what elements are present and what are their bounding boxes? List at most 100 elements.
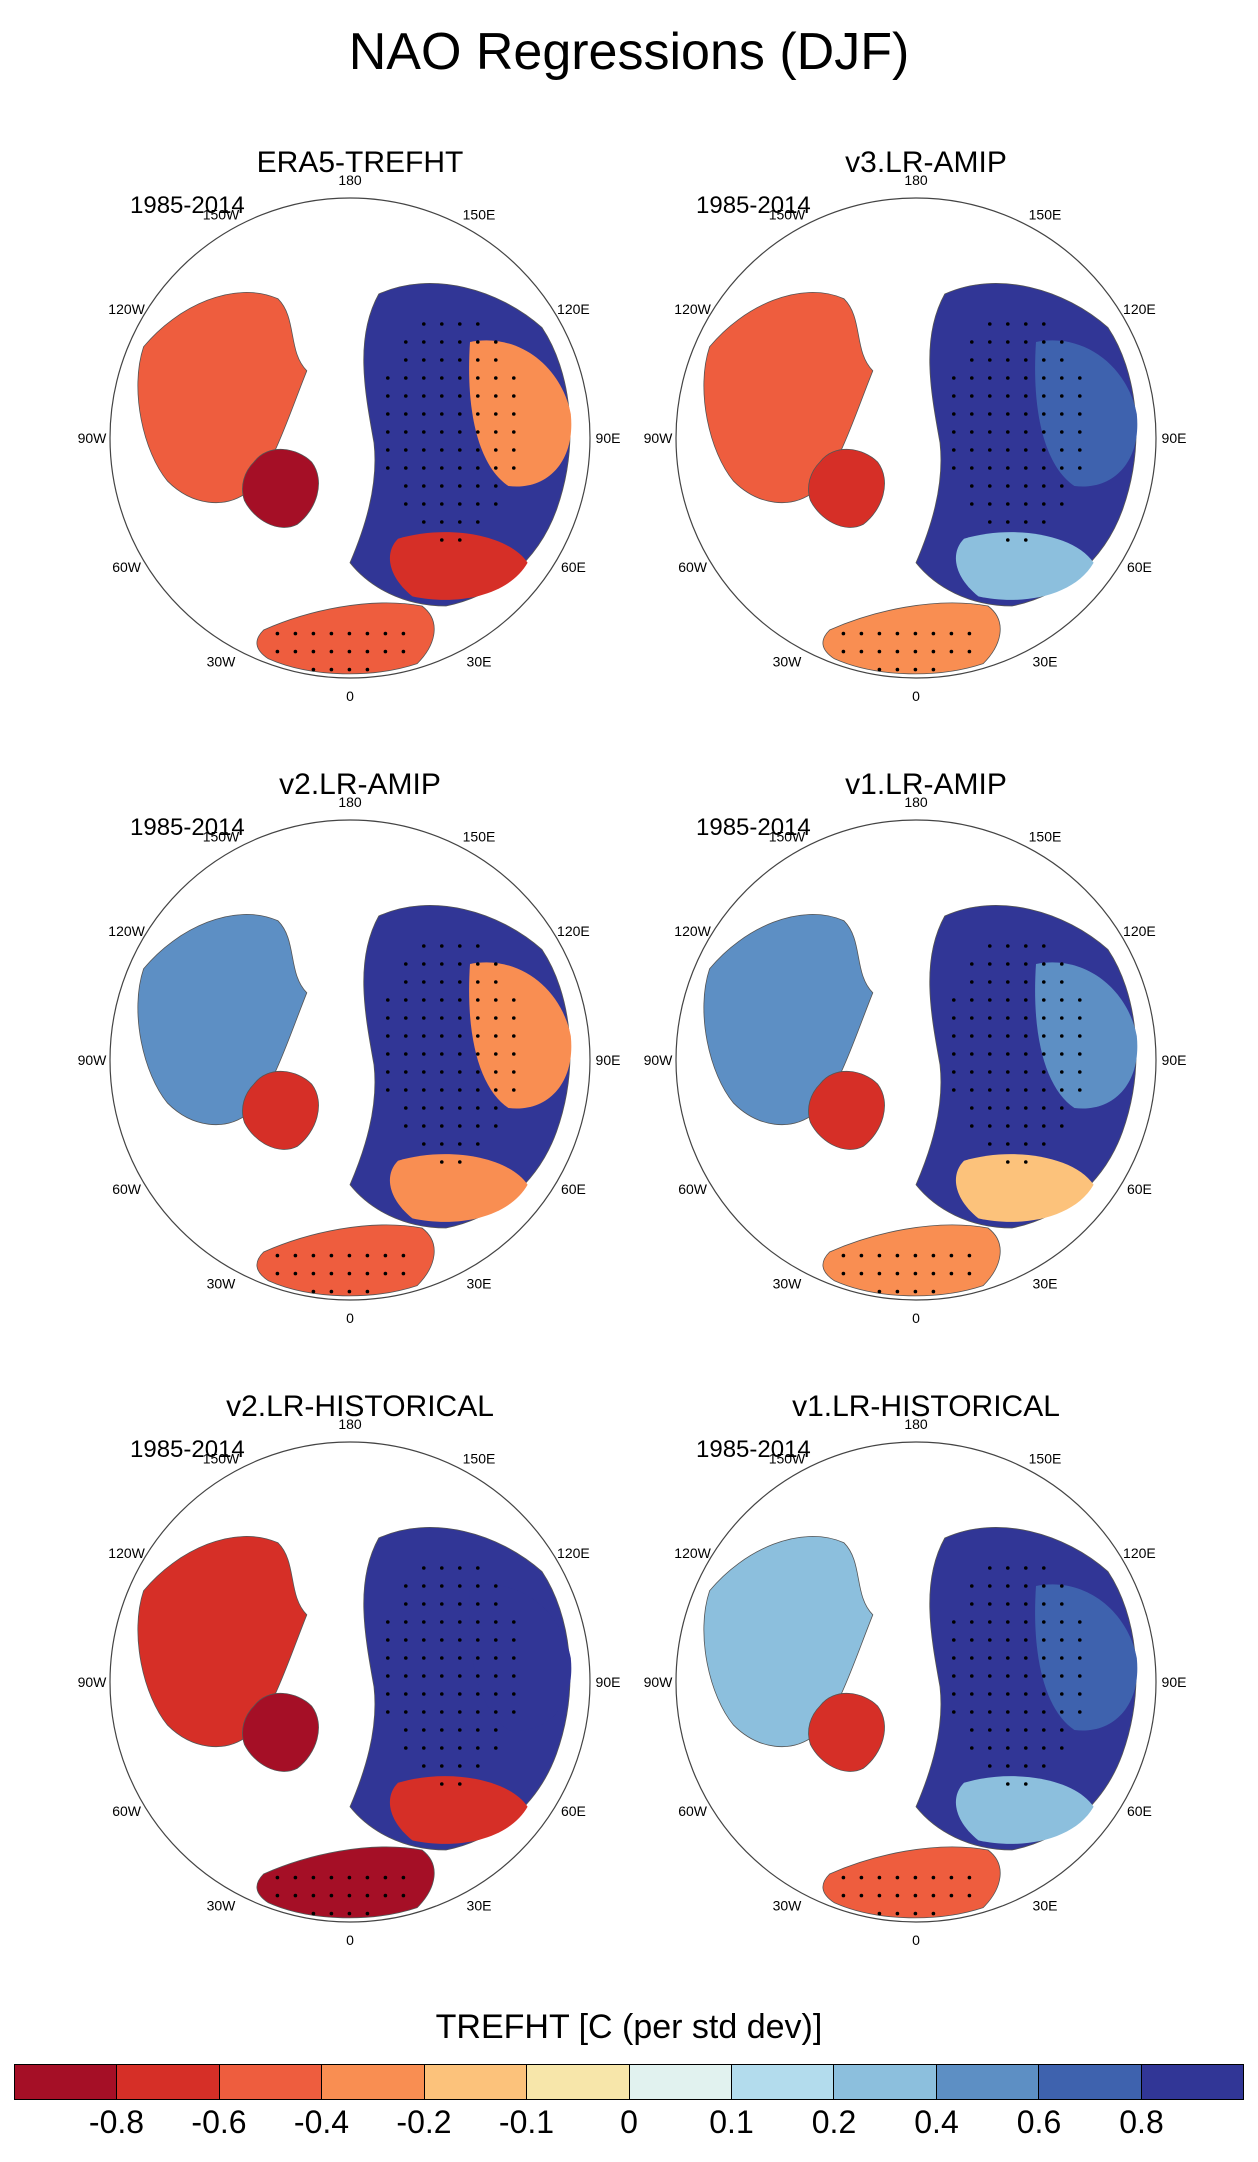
colorbar-tick-label: -0.4 bbox=[293, 2104, 350, 2140]
longitude-label: 90E bbox=[596, 1674, 621, 1690]
longitude-label: 120W bbox=[108, 301, 145, 317]
significance-stippling bbox=[386, 322, 516, 542]
period-label: 1985-2014 bbox=[130, 814, 245, 841]
longitude-label: 150E bbox=[1029, 829, 1062, 845]
map-panel: v2.LR-AMIP 1985-2014 180 150E 120E 90E 60E 30E 0… bbox=[78, 768, 640, 1328]
panel-title: v2.LR-AMIP bbox=[279, 768, 441, 801]
region-north-africa bbox=[822, 602, 1001, 675]
map-boundary bbox=[109, 1441, 591, 1923]
longitude-label: 60E bbox=[561, 1803, 586, 1819]
colorbar-segment bbox=[834, 2065, 937, 2099]
colorbar-segment bbox=[1141, 2065, 1244, 2099]
polar-map: 180 150E 120E 90E 60E 30E 0 30W 60W 90W 120W 150W bbox=[644, 1416, 1187, 1948]
longitude-label: 60W bbox=[112, 559, 142, 575]
region-mediterranean bbox=[389, 532, 528, 600]
longitude-label: 90W bbox=[78, 1674, 108, 1690]
longitude-label: 90W bbox=[644, 1052, 674, 1068]
longitude-label: 120W bbox=[108, 923, 145, 939]
longitude-label: 60W bbox=[112, 1803, 142, 1819]
region-north-america bbox=[703, 292, 874, 504]
region-north-america bbox=[137, 914, 308, 1126]
colorbar-segment bbox=[117, 2065, 220, 2099]
period-label: 1985-2014 bbox=[130, 1436, 245, 1463]
map-boundary bbox=[675, 197, 1157, 679]
longitude-label: 0 bbox=[346, 1932, 354, 1948]
region-mediterranean bbox=[955, 1776, 1094, 1844]
colorbar-segment bbox=[322, 2065, 425, 2099]
longitude-label: 90W bbox=[644, 430, 674, 446]
region-north-africa bbox=[256, 1846, 435, 1919]
panel-title: v1.LR-AMIP bbox=[845, 768, 1007, 801]
longitude-label: 0 bbox=[346, 688, 354, 704]
map-panel: v2.LR-HISTORICAL 1985-2014 180 150E 120E 90E 6… bbox=[78, 1390, 640, 1950]
longitude-label: 90W bbox=[78, 430, 108, 446]
significance-stippling bbox=[841, 1253, 972, 1294]
map-panel: v3.LR-AMIP 1985-2014 180 150E 120E 90E 60E 30E 0… bbox=[644, 146, 1206, 706]
colorbar-tick-label: 0.4 bbox=[914, 2104, 959, 2140]
longitude-label: 150E bbox=[463, 207, 496, 223]
longitude-label: 120E bbox=[1123, 1545, 1156, 1561]
colorbar-tick-label: 0 bbox=[620, 2104, 638, 2140]
region-north-africa bbox=[822, 1846, 1001, 1919]
figure-title: NAO Regressions (DJF) bbox=[348, 23, 910, 81]
longitude-label: 30E bbox=[467, 1897, 492, 1913]
polar-map: 180 150E 120E 90E 60E 30E 0 30W 60W 90W 120W 150W bbox=[644, 794, 1187, 1326]
longitude-label: 30E bbox=[467, 653, 492, 669]
region-mediterranean bbox=[389, 1154, 528, 1222]
polar-map: 180 150E 120E 90E 60E 30E 0 30W 60W 90W 120W 150W bbox=[644, 172, 1187, 704]
colorbar-segment bbox=[219, 2065, 323, 2099]
map-boundary bbox=[109, 197, 591, 679]
map-boundary bbox=[675, 819, 1157, 1301]
longitude-label: 180 bbox=[338, 1416, 362, 1432]
longitude-label: 0 bbox=[912, 1310, 920, 1326]
period-label: 1985-2014 bbox=[696, 192, 811, 219]
colorbar bbox=[14, 2064, 1244, 2100]
significance-stippling bbox=[952, 322, 1082, 542]
map-panel: ERA5-TREFHT 1985-2014 180 150E 120E 90E 60E 30E… bbox=[78, 146, 640, 706]
longitude-label: 30W bbox=[773, 1897, 803, 1913]
colorbar-tick-label: -0.1 bbox=[498, 2104, 555, 2140]
region-north-africa bbox=[256, 1224, 435, 1297]
region-greenland bbox=[808, 1692, 885, 1772]
significance-stippling bbox=[952, 944, 1082, 1164]
significance-stippling bbox=[952, 1566, 1082, 1786]
colorbar-tick-label: 0.1 bbox=[709, 2104, 754, 2140]
panel-title: v3.LR-AMIP bbox=[845, 146, 1007, 179]
longitude-label: 60E bbox=[561, 559, 586, 575]
longitude-label: 180 bbox=[338, 172, 362, 188]
longitude-label: 60E bbox=[1127, 559, 1152, 575]
longitude-label: 120W bbox=[108, 1545, 145, 1561]
longitude-label: 90W bbox=[644, 1674, 674, 1690]
longitude-label: 0 bbox=[912, 688, 920, 704]
map-boundary bbox=[675, 1441, 1157, 1923]
longitude-label: 150E bbox=[463, 1451, 496, 1467]
longitude-label: 150W bbox=[203, 1451, 240, 1467]
longitude-label: 0 bbox=[912, 1932, 920, 1948]
significance-stippling bbox=[841, 1875, 972, 1916]
period-label: 1985-2014 bbox=[696, 814, 811, 841]
longitude-label: 150E bbox=[1029, 1451, 1062, 1467]
longitude-label: 120E bbox=[1123, 301, 1156, 317]
colorbar-segment bbox=[629, 2065, 732, 2099]
colorbar-segment bbox=[15, 2065, 118, 2099]
longitude-label: 120W bbox=[674, 923, 711, 939]
longitude-label: 180 bbox=[338, 794, 362, 810]
longitude-label: 60W bbox=[112, 1181, 142, 1197]
longitude-label: 90W bbox=[78, 1052, 108, 1068]
significance-stippling bbox=[275, 1875, 406, 1916]
region-mediterranean bbox=[389, 1776, 528, 1844]
region-north-america bbox=[137, 1536, 308, 1748]
longitude-label: 90E bbox=[596, 430, 621, 446]
longitude-label: 90E bbox=[596, 1052, 621, 1068]
colorbar-segment bbox=[731, 2065, 835, 2099]
panel-title: v1.LR-HISTORICAL bbox=[792, 1390, 1060, 1423]
period-label: 1985-2014 bbox=[130, 192, 245, 219]
longitude-label: 30W bbox=[207, 1275, 237, 1291]
region-mediterranean bbox=[955, 1154, 1094, 1222]
longitude-label: 120W bbox=[674, 301, 711, 317]
longitude-label: 150E bbox=[1029, 207, 1062, 223]
longitude-label: 90E bbox=[1162, 430, 1187, 446]
map-panel: v1.LR-HISTORICAL 1985-2014 180 150E 120E 90E 6… bbox=[644, 1390, 1206, 1950]
longitude-label: 150W bbox=[203, 207, 240, 223]
longitude-label: 120E bbox=[1123, 923, 1156, 939]
